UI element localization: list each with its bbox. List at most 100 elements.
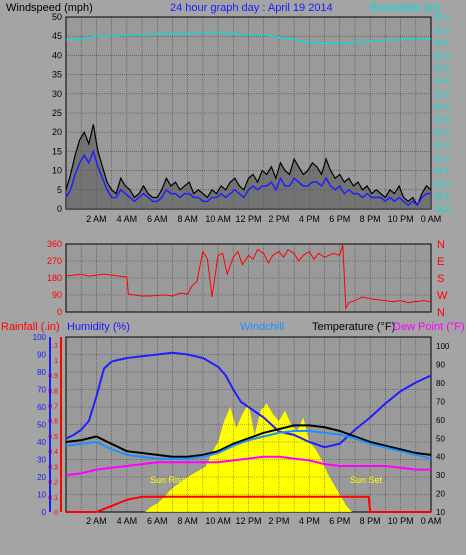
humidity-tick-label: 60 bbox=[37, 403, 46, 412]
humidity-tick-label: 90 bbox=[37, 351, 46, 360]
wind-x-tick-label: 0 AM bbox=[421, 214, 442, 224]
barometer-tick-label: 29.6 bbox=[434, 103, 450, 112]
legend-temperature: Temperature (°F) bbox=[312, 321, 395, 333]
windspeed-tick-label: 25 bbox=[52, 108, 62, 118]
humidity-tick-label: 80 bbox=[37, 368, 46, 377]
windspeed-axis-title: Windspeed (mph) bbox=[6, 2, 93, 14]
temperature-x-tick-label: 4 PM bbox=[299, 516, 320, 526]
humidity-tick-label: 0 bbox=[42, 508, 47, 517]
rainfall-tick-label: 0.9 bbox=[48, 373, 58, 380]
temperature-tick-label: 50 bbox=[436, 434, 445, 443]
wind-x-tick-label: 8 PM bbox=[360, 214, 381, 224]
windspeed-tick-label: 5 bbox=[57, 185, 62, 195]
barometer-tick-label: 30.2 bbox=[434, 26, 450, 35]
humidity-tick-label: 30 bbox=[37, 456, 46, 465]
barometer-tick-label: 29.7 bbox=[434, 90, 450, 99]
wind-x-tick-label: 2 PM bbox=[268, 214, 289, 224]
direction-degree-labels: 0 90 180 270 360 bbox=[47, 239, 62, 317]
temperature-tick-label: 80 bbox=[436, 379, 445, 388]
barometer-tick-label: 30.3 bbox=[434, 13, 450, 22]
barometer-tick-label: 30.0 bbox=[434, 51, 450, 60]
legend-rainfall: Rainfall (.in) bbox=[1, 321, 60, 333]
temperature-tick-label: 70 bbox=[436, 397, 445, 406]
direction-tick-label: 0 bbox=[57, 307, 62, 317]
temperature-x-tick-label: 4 AM bbox=[117, 516, 138, 526]
temperature-tick-label: 10 bbox=[436, 508, 445, 517]
rainfall-tick-label: 0.2 bbox=[48, 480, 58, 487]
temperature-x-tick-labels: 2 AM 4 AM 6 AM 8 AM 10 AM 12 PM 2 PM 4 PM 6 PM 8 … bbox=[86, 516, 441, 526]
temperature-x-tick-label: 6 AM bbox=[147, 516, 168, 526]
windspeed-tick-label: 50 bbox=[52, 12, 62, 22]
sunset-label: Sun Set bbox=[350, 475, 383, 485]
wind-series bbox=[65, 31, 432, 209]
rainfall-tick-label: 0.3 bbox=[48, 464, 58, 471]
barometer-tick-label: 29.4 bbox=[434, 128, 450, 137]
wind-x-tick-label: 6 PM bbox=[329, 214, 350, 224]
humidity-tick-label: 10 bbox=[37, 491, 46, 500]
barometer-line bbox=[65, 31, 431, 45]
barometer-tick-label: 30.1 bbox=[434, 39, 450, 48]
rainfall-line bbox=[66, 495, 431, 513]
humidity-tick-label: 40 bbox=[37, 438, 46, 447]
temperature-tick-label: 40 bbox=[436, 453, 445, 462]
temperature-x-tick-label: 0 AM bbox=[421, 516, 442, 526]
compass-label: E bbox=[437, 256, 444, 268]
temperature-x-tick-label: 2 AM bbox=[86, 516, 107, 526]
chart-title: 24 hour graph day : April 19 2014 bbox=[170, 2, 333, 14]
windspeed-tick-label: 0 bbox=[57, 204, 62, 214]
rainfall-tick-label: 0.1 bbox=[48, 495, 58, 502]
barometer-tick-label: 29.5 bbox=[434, 115, 450, 124]
windspeed-tick-label: 15 bbox=[52, 146, 62, 156]
temperature-grid bbox=[66, 336, 431, 513]
temperature-tick-label: 90 bbox=[436, 361, 445, 370]
temperature-x-tick-label: 2 PM bbox=[268, 516, 289, 526]
humidity-tick-label: 100 bbox=[33, 333, 47, 342]
barometer-tick-label: 29.3 bbox=[434, 141, 450, 150]
windspeed-tick-label: 45 bbox=[52, 31, 62, 41]
compass-label: N bbox=[437, 307, 445, 319]
temperature-x-tick-label: 6 PM bbox=[329, 516, 350, 526]
humidity-tick-label: 50 bbox=[37, 421, 46, 430]
wind-direction-line bbox=[65, 244, 432, 311]
temperature-tick-label: 100 bbox=[436, 342, 450, 351]
wind-x-tick-label: 12 PM bbox=[235, 214, 261, 224]
direction-series bbox=[65, 244, 432, 311]
direction-tick-label: 180 bbox=[47, 273, 62, 283]
barometer-tick-label: 29.9 bbox=[434, 64, 450, 73]
barometer-tick-labels: 28.8 28.9 29.0 29.1 29.2 29.3 29.4 29.5 29.6 29.7… bbox=[434, 13, 450, 214]
wind-x-tick-label: 2 AM bbox=[86, 214, 107, 224]
humidity-tick-labels: 0 10 20 30 40 50 60 70 80 90 100 bbox=[33, 333, 47, 517]
humidity-tick-label: 70 bbox=[37, 386, 46, 395]
barometer-tick-label: 28.8 bbox=[434, 205, 450, 214]
temperature-line bbox=[65, 424, 432, 458]
temperature-x-tick-label: 8 AM bbox=[177, 516, 198, 526]
temperature-tick-label: 60 bbox=[436, 416, 445, 425]
rainfall-tick-labels: 0 0.1 0.2 0.3 0.4 0.5 0.6 0.7 0.8 0.9 1 1.1 bbox=[48, 343, 58, 517]
rainfall-tick-label: 0.8 bbox=[48, 388, 58, 395]
windspeed-tick-label: 30 bbox=[52, 89, 62, 99]
legend-dewpoint: Dew Point (°F) bbox=[393, 321, 465, 333]
direction-tick-label: 90 bbox=[52, 290, 62, 300]
sunrise-label: Sun Rise bbox=[150, 475, 187, 485]
wind-x-tick-label: 6 AM bbox=[147, 214, 168, 224]
rainfall-tick-label: 0.5 bbox=[48, 434, 58, 441]
temperature-x-tick-label: 10 PM bbox=[388, 516, 414, 526]
wind-x-tick-labels: 2 AM 4 AM 6 AM 8 AM 10 AM 12 PM 2 PM 4 PM 6 PM 8 … bbox=[86, 214, 441, 224]
rainfall-tick-label: 1 bbox=[54, 358, 58, 365]
windspeed-tick-label: 10 bbox=[52, 166, 62, 176]
rainfall-tick-label: 0 bbox=[54, 510, 58, 517]
rainfall-tick-label: 0.4 bbox=[48, 449, 58, 456]
windchill-line bbox=[65, 429, 432, 460]
direction-tick-label: 360 bbox=[47, 239, 62, 249]
windspeed-tick-label: 35 bbox=[52, 70, 62, 80]
barometer-tick-label: 29.8 bbox=[434, 77, 450, 86]
wind-panel: 0 5 10 15 20 25 30 35 40 45 50 28.8 28.9 29.0 29.1 29.… bbox=[6, 2, 450, 224]
wind-x-tick-label: 4 PM bbox=[299, 214, 320, 224]
barometer-tick-label: 29.0 bbox=[434, 179, 450, 188]
direction-tick-label: 270 bbox=[47, 256, 62, 266]
rainfall-tick-label: 0.6 bbox=[48, 419, 58, 426]
rainfall-tick-label: 1.1 bbox=[48, 343, 58, 350]
